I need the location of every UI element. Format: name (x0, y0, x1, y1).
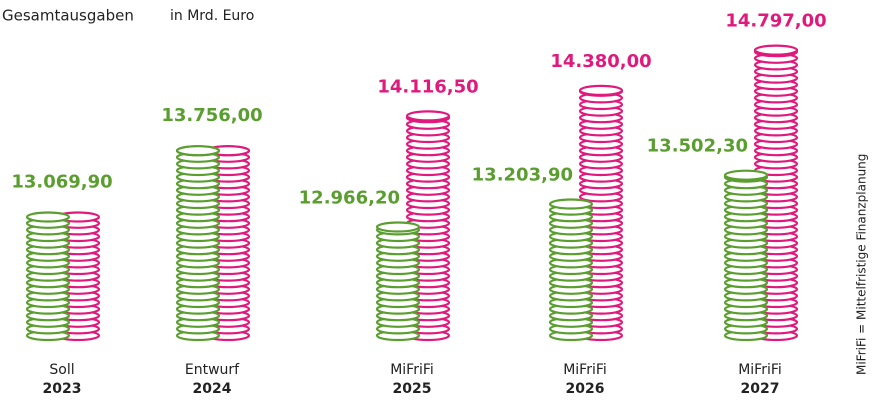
x-tick-label: 2024 (193, 381, 232, 397)
value-label: 13.756,00 (161, 105, 262, 126)
coin (377, 222, 419, 231)
chart-title: Gesamtausgaben (2, 7, 134, 25)
chart: Gesamtausgaben in Mrd. Euro MiFriFi = Mi… (0, 0, 882, 400)
x-tick-label: MiFriFi (738, 362, 782, 378)
value-label: 13.502,30 (647, 136, 748, 157)
coin (407, 111, 449, 120)
x-tick-label: Soll (49, 362, 74, 378)
coin (725, 171, 767, 180)
value-label: 12.966,20 (299, 187, 400, 208)
x-tick-label: MiFriFi (563, 362, 607, 378)
coin-stack (177, 146, 219, 340)
x-tick-label: 2027 (741, 381, 780, 397)
coin (580, 86, 622, 95)
chart-subtitle: in Mrd. Euro (170, 8, 254, 24)
value-label: 13.069,90 (11, 171, 112, 192)
x-tick-label: 2025 (393, 381, 432, 397)
coin (27, 212, 69, 221)
coin-stack (550, 200, 592, 340)
x-tick-label: MiFriFi (390, 362, 434, 378)
coin-stack (377, 222, 419, 340)
coin (550, 200, 592, 209)
coin-stack (27, 212, 69, 340)
footnote: MiFriFi = Mittelfristige Finanzplanung (855, 154, 869, 375)
coin (755, 46, 797, 55)
value-label: 14.380,00 (550, 51, 651, 72)
value-label: 13.203,90 (472, 165, 573, 186)
x-tick-label: Entwurf (185, 362, 240, 378)
value-label: 14.116,50 (377, 76, 478, 97)
coin (177, 146, 219, 155)
coin-stack (725, 171, 767, 340)
x-tick-label: 2026 (566, 381, 605, 397)
x-tick-label: 2023 (43, 381, 82, 397)
value-label: 14.797,00 (725, 11, 826, 32)
